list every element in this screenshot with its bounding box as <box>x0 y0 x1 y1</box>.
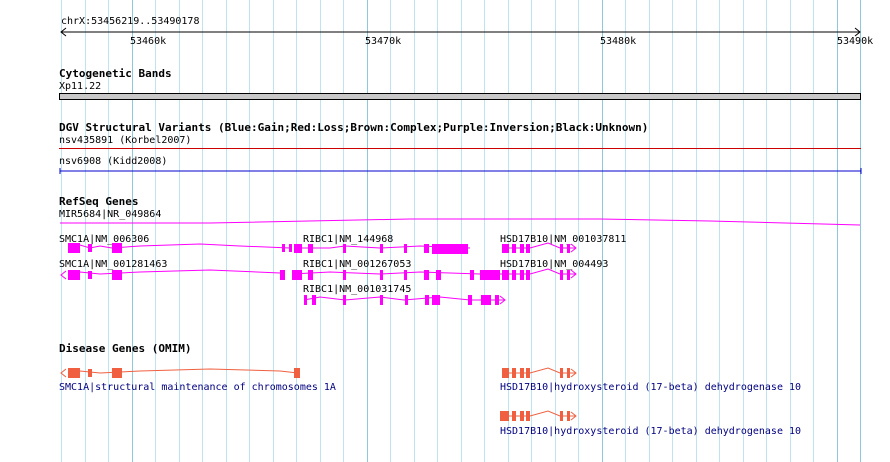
coordinates-label: chrX:53456219..53490178 <box>61 16 200 27</box>
ruler-tick-label: 53470k <box>365 36 402 47</box>
omim-feature-label[interactable]: SMC1A|structural maintenance of chromoso… <box>59 382 336 393</box>
gene-model-ribc1-2 <box>291 270 481 280</box>
omim-model-smc1a <box>60 368 300 378</box>
gene-label: HSD17B10|NM_004493 <box>500 259 609 270</box>
dgv-gain-variant[interactable] <box>0 167 890 175</box>
refseq-track-title: RefSeq Genes <box>59 195 139 208</box>
ruler-tick-label: 53490k <box>837 36 874 47</box>
gene-model-hsd17b10-1 <box>502 242 577 253</box>
gene-model-smc1a-1 <box>68 243 292 253</box>
gene-label: SMC1A|NM_001281463 <box>59 259 168 270</box>
gene-model-smc1a-2 <box>60 269 285 280</box>
ruler-tick-label: 53480k <box>600 36 637 47</box>
gene-label: RIBC1|NM_144968 <box>303 234 394 245</box>
gene-model-ribc1-3 <box>303 295 506 305</box>
omim-feature-label[interactable]: HSD17B10|hydroxysteroid (17-beta) dehydr… <box>500 426 802 437</box>
cytoband-label: Xp11.22 <box>59 81 102 92</box>
omim-feature-label[interactable]: HSD17B10|hydroxysteroid (17-beta) dehydr… <box>500 382 802 393</box>
dgv-variant-label: nsv6908 (Kidd2008) <box>59 156 168 167</box>
ruler-tick-label: 53460k <box>130 36 167 47</box>
refseq-gene-glyphs[interactable] <box>0 215 890 355</box>
cytoband-bar[interactable] <box>59 93 861 100</box>
omim-model-hsd17b10-1 <box>502 367 577 378</box>
gene-model-hsd17b10-2 <box>480 268 577 280</box>
dgv-variant-label: nsv435891 (Korbel2007) <box>59 135 192 146</box>
gene-label: MIR5684|NR_049864 <box>59 209 162 220</box>
omim-model-hsd17b10-2 <box>500 410 577 421</box>
gene-model-mir5684 <box>60 218 861 226</box>
omim-gene-glyphs[interactable] <box>0 360 890 450</box>
omim-track-title: Disease Genes (OMIM) <box>59 342 192 355</box>
gene-label: SMC1A|NM_006306 <box>59 234 150 245</box>
cytoband-track-title: Cytogenetic Bands <box>59 67 172 80</box>
gene-model-ribc1-1 <box>294 244 471 254</box>
dgv-track-title: DGV Structural Variants (Blue:Gain;Red:L… <box>59 121 649 134</box>
gene-label: RIBC1|NM_001267053 <box>303 259 412 270</box>
gene-label: RIBC1|NM_001031745 <box>303 284 412 295</box>
ruler[interactable] <box>0 27 890 47</box>
gene-label: HSD17B10|NM_001037811 <box>500 234 627 245</box>
dgv-loss-variant[interactable] <box>59 148 861 149</box>
